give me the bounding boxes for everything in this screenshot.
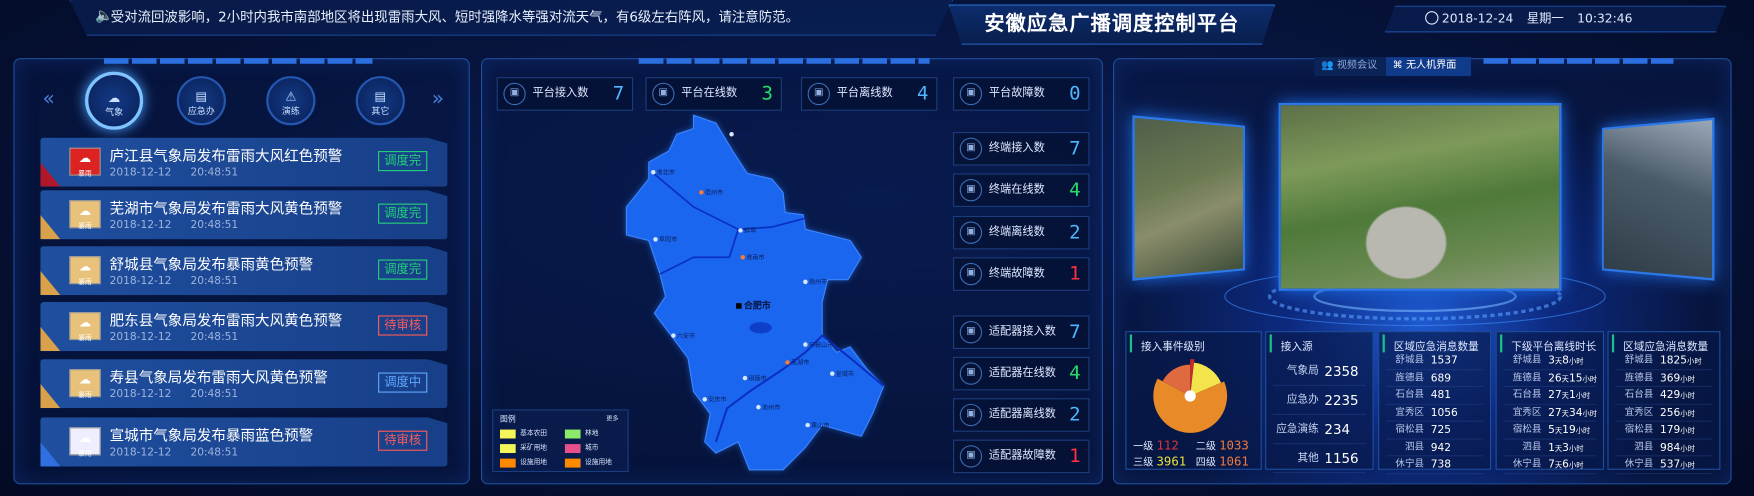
- level-stat: 二级 1033: [1196, 438, 1249, 453]
- card-title: 接入事件级别: [1130, 334, 1261, 352]
- source-row: 气象局 2358: [1273, 357, 1366, 386]
- pie-center: [1185, 390, 1196, 401]
- region-msg-card-2: 区域应急消息数量 舒城县 1825小时 旌德县 369小时 石台县 429小时 宜秀区 256…: [1607, 331, 1720, 470]
- table-row: 泗县 942: [1386, 439, 1483, 456]
- card-title: 接入源: [1270, 334, 1373, 352]
- table-row: 宜秀区 256小时: [1615, 404, 1712, 421]
- chaohu-lake: [749, 322, 771, 333]
- table-row: 泗县 1天3小时: [1503, 439, 1596, 456]
- table-row: 宜秀区 27天34小时: [1503, 404, 1596, 421]
- level-stat: 一级 112: [1133, 438, 1179, 453]
- table-row: 旌德县 369小时: [1615, 370, 1712, 387]
- legend-item: 设施用地: [500, 456, 563, 467]
- table-row: 宿松县 725: [1386, 422, 1483, 439]
- legend-item: 基本农田: [500, 427, 563, 438]
- map-city[interactable]: 亳州市: [729, 130, 753, 139]
- table-row: 石台县 27天1小时: [1503, 387, 1596, 404]
- card-title: 下级平台离线时长: [1500, 334, 1603, 352]
- map-city[interactable]: 六安市: [671, 331, 695, 340]
- event-level-card: 接入事件级别 一级 112 二级 1033 三级 3961 四级 1061: [1125, 331, 1261, 470]
- legend-item: 林地: [565, 427, 628, 438]
- table-row: 舒城县 1825小时: [1615, 352, 1712, 369]
- capital-label: 合肥市: [736, 300, 771, 312]
- video-tabs: 👥 视频会议 ⌘ 无人机界面: [1314, 57, 1471, 76]
- users-icon: 👥: [1321, 60, 1334, 71]
- map-city[interactable]: 黄山市: [805, 421, 829, 430]
- table-row: 旌德县 689: [1386, 370, 1483, 387]
- level-stat: 四级 1061: [1196, 454, 1249, 469]
- card-title: 区域应急消息数量: [1383, 334, 1490, 352]
- map-city[interactable]: 宿州市: [699, 188, 723, 197]
- map-city[interactable]: 淮南市: [741, 253, 765, 262]
- legend-title: 图例: [500, 414, 516, 425]
- map-city[interactable]: 铜陵市: [743, 374, 767, 383]
- table-row: 休宁县 537小时: [1615, 456, 1712, 473]
- event-level-pie: [1151, 357, 1229, 435]
- table-row: 旌德县 26天15小时: [1503, 370, 1596, 387]
- source-row: 应急演练 234: [1273, 415, 1366, 444]
- map-legend: 图例 更多 基本农田 林地 采矿用地 城市 设施用地 设施用地: [492, 409, 628, 472]
- card-title: 区域应急消息数量: [1612, 334, 1719, 352]
- video-feed-left[interactable]: [1132, 115, 1245, 281]
- map-city[interactable]: 蚌埠: [738, 226, 756, 235]
- map-city[interactable]: 滁州市: [803, 277, 827, 286]
- video-feed-right[interactable]: [1602, 118, 1715, 281]
- map-city[interactable]: 宣城市: [830, 369, 854, 378]
- map-city[interactable]: 池州市: [756, 403, 780, 412]
- table-row: 舒城县 3天8小时: [1503, 352, 1596, 369]
- legend-item: 采矿用地: [500, 442, 563, 453]
- legend-item: 城市: [565, 442, 628, 453]
- table-row: 宿松县 179小时: [1615, 422, 1712, 439]
- tab-drone[interactable]: ⌘ 无人机界面: [1386, 57, 1471, 76]
- tab-video-conference[interactable]: 👥 视频会议: [1314, 57, 1386, 76]
- table-row: 休宁县 7天6小时: [1503, 456, 1596, 473]
- table-row: 石台县 429小时: [1615, 387, 1712, 404]
- level-stat: 三级 3961: [1133, 454, 1186, 469]
- source-card: 接入源 气象局 2358 应急办 2235 应急演练 234 其他 1156: [1265, 331, 1374, 470]
- source-row: 应急办 2235: [1273, 386, 1366, 415]
- table-row: 泗县 984小时: [1615, 439, 1712, 456]
- legend-more-link[interactable]: 更多: [606, 414, 618, 423]
- offline-duration-card: 下级平台离线时长 舒城县 3天8小时 旌德县 26天15小时 石台县 27天1小时 宜秀区 2…: [1496, 331, 1605, 470]
- region-msg-card: 区域应急消息数量 舒城县 1537 旌德县 689 石台县 481 宜秀区 1056 宿松县 72…: [1378, 331, 1491, 470]
- table-row: 舒城县 1537: [1386, 352, 1483, 369]
- map-city[interactable]: 芜湖市: [785, 358, 809, 367]
- table-row: 石台县 481: [1386, 387, 1483, 404]
- drone-icon: ⌘: [1393, 60, 1403, 71]
- table-row: 宿松县 5天19小时: [1503, 422, 1596, 439]
- video-feed-main[interactable]: [1279, 103, 1562, 291]
- map-city[interactable]: 阜阳市: [653, 235, 677, 244]
- map-city[interactable]: 安庆市: [702, 395, 726, 404]
- map-city[interactable]: 马鞍山市: [803, 340, 833, 349]
- legend-item: 设施用地: [565, 456, 628, 467]
- map-city[interactable]: 淮北市: [651, 168, 675, 177]
- table-row: 休宁县 738: [1386, 456, 1483, 473]
- source-row: 其他 1156: [1273, 444, 1366, 473]
- table-row: 宜秀区 1056: [1386, 404, 1483, 421]
